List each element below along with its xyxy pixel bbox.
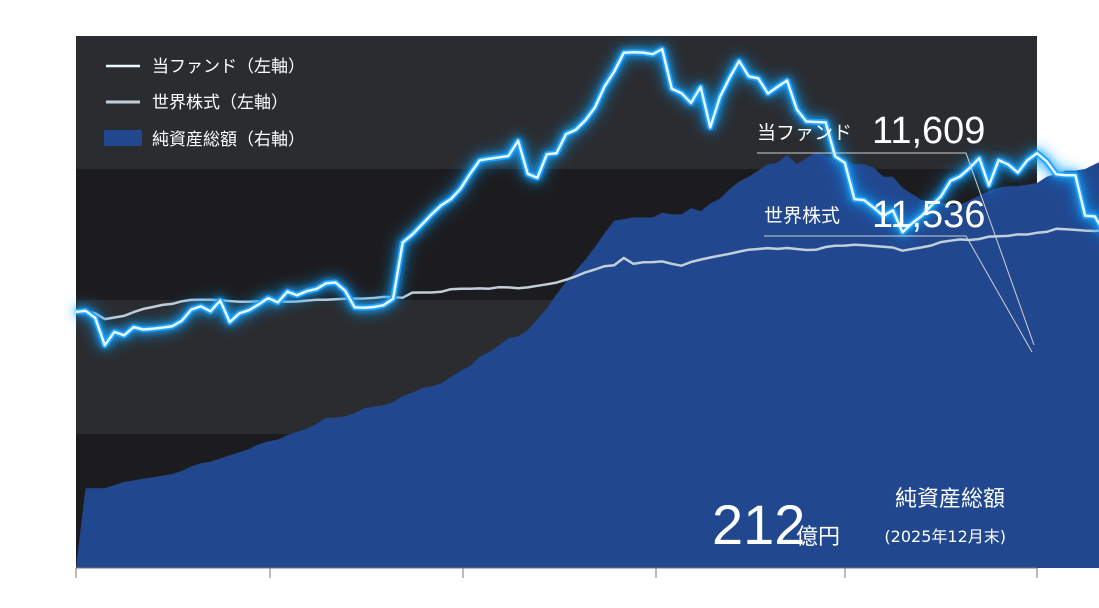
legend-label-world: 世界株式（左軸） [152,93,288,113]
legend-swatch-nav [104,130,142,146]
net-assets-unit: 億円 [796,525,840,550]
x-axis [75,567,1038,578]
callout-world-leader [764,235,1033,353]
legend-label-nav: 純資産総額（右軸） [152,130,305,150]
net-assets-value: 212 [712,493,805,556]
legend-item-fund: 当ファンド（左軸） [106,57,305,77]
callout-world-value: 11,536 [872,194,985,236]
legend-label-fund: 当ファンド（左軸） [152,57,305,77]
callout-fund-value: 11,609 [872,110,985,152]
callout-world-label: 世界株式 [764,205,840,227]
net-assets-annotation: 純資産総額 212 億円 (2025年12月末) [712,487,1006,556]
fund-line [75,47,1099,347]
net-assets-label: 純資産総額 [895,487,1005,512]
callout-fund-label: 当ファンド [757,122,852,144]
net-assets-area [76,151,1099,568]
callout-fund-leader [757,152,1035,346]
legend-item-world: 世界株式（左軸） [106,93,288,113]
callout-fund: 当ファンド 11,609 [757,110,1035,346]
legend-item-nav: 純資産総額（右軸） [104,130,305,150]
net-assets-date: (2025年12月末) [884,527,1006,546]
legend: 当ファンド（左軸） 世界株式（左軸） 純資産総額（右軸） [104,57,305,150]
callout-world: 世界株式 11,536 [764,194,1033,353]
